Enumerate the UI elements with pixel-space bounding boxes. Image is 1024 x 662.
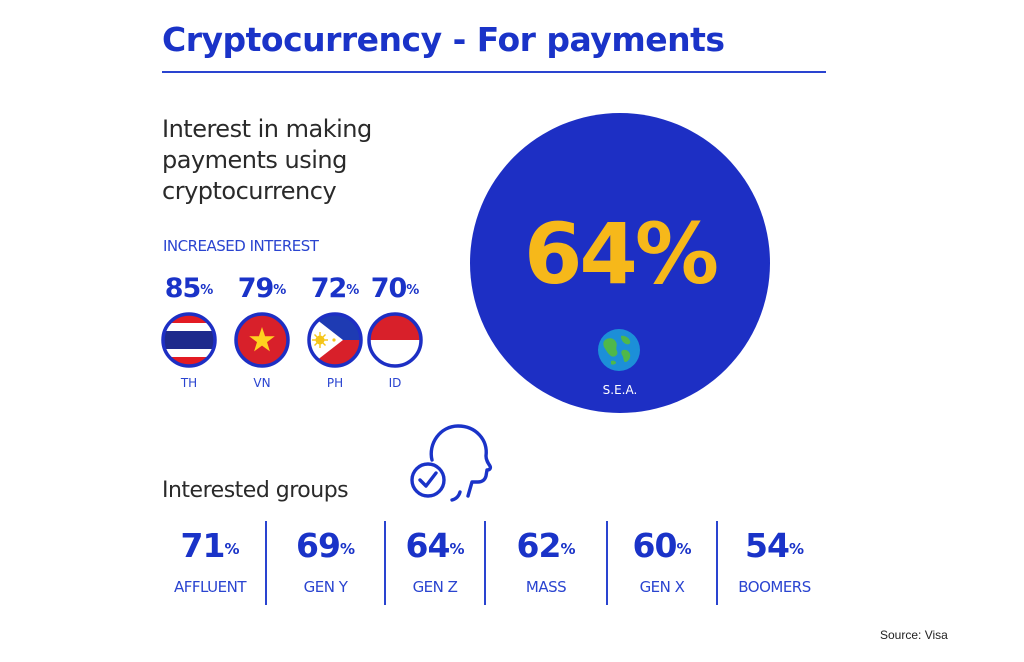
group-name: GEN Y (303, 578, 348, 596)
country-code: VN (253, 376, 271, 390)
group-percent: 60% (632, 526, 692, 565)
groups-row: 71% AFFLUENT 69% GEN Y 64% GEN Z 62% MAS… (155, 521, 835, 605)
indonesia-flag-icon (367, 312, 423, 368)
sea-percent: 64% (523, 205, 719, 303)
country-code: TH (180, 376, 198, 390)
sea-stat-circle: 64% S.E.A. (470, 113, 770, 413)
group-stat-affluent: 71% AFFLUENT (155, 521, 265, 605)
group-percent: 64% (405, 526, 465, 565)
group-divider (265, 521, 267, 605)
group-stat-mass: 62% MASS (486, 521, 606, 605)
group-divider (606, 521, 608, 605)
country-percent: 70% (370, 273, 420, 304)
subtitle: Interest in making payments using crypto… (162, 115, 372, 205)
group-divider (484, 521, 486, 605)
group-percent: 62% (516, 526, 576, 565)
group-name: GEN X (639, 578, 685, 596)
country-stat-ph: 72% PH (299, 274, 371, 390)
group-percent: 54% (745, 526, 804, 565)
group-percent: 71% (180, 526, 240, 565)
globe-icon (598, 329, 640, 371)
group-stat-gen-z: 64% GEN Z (386, 521, 484, 605)
country-stat-th: 85% TH (153, 274, 225, 390)
group-name: MASS (525, 578, 567, 596)
increased-interest-label: INCREASED INTEREST (163, 237, 319, 255)
country-code: PH (326, 376, 344, 390)
group-name: BOOMERS (738, 578, 811, 596)
country-code: ID (388, 376, 402, 390)
group-name: GEN Z (412, 578, 458, 596)
sea-label: S.E.A. (602, 383, 638, 397)
title-underline (162, 71, 826, 73)
group-divider (384, 521, 386, 605)
group-stat-gen-y: 69% GEN Y (267, 521, 384, 605)
philippines-flag-icon (307, 312, 363, 368)
group-percent: 69% (296, 526, 355, 565)
country-stat-id: 70% ID (359, 274, 431, 390)
group-divider (716, 521, 718, 605)
thailand-flag-icon (161, 312, 217, 368)
group-stat-boomers: 54% BOOMERS (718, 521, 831, 605)
country-percent: 79% (237, 273, 287, 304)
vietnam-flag-icon (234, 312, 290, 368)
country-percent: 85% (164, 273, 214, 304)
source-note: Source: Visa (880, 628, 948, 642)
country-percent: 72% (310, 273, 360, 304)
interested-groups-label: Interested groups (162, 478, 349, 503)
country-stat-vn: 79% VN (226, 274, 298, 390)
head-check-icon (410, 424, 493, 502)
group-name: AFFLUENT (174, 578, 246, 596)
group-stat-gen-x: 60% GEN X (608, 521, 716, 605)
page-title: Cryptocurrency - For payments (162, 20, 725, 59)
